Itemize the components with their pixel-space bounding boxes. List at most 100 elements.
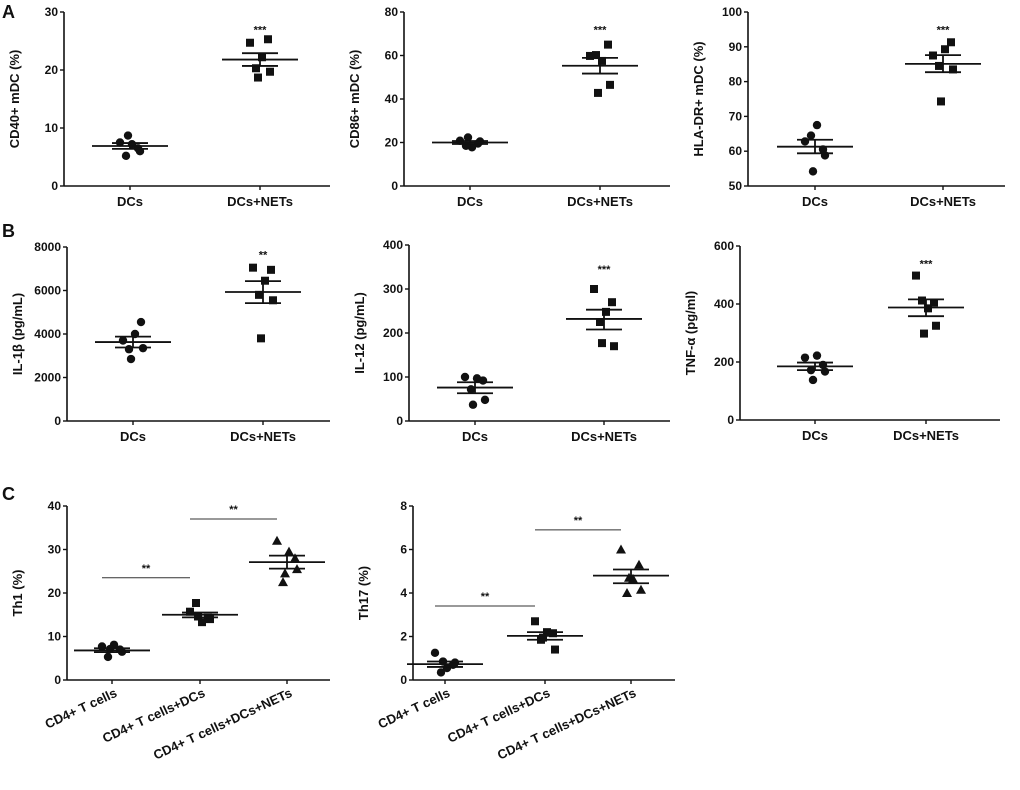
y-tick-label: 80 bbox=[385, 5, 399, 19]
data-point-square bbox=[192, 599, 200, 608]
y-tick-label: 0 bbox=[391, 179, 398, 193]
y-tick-label: 10 bbox=[45, 121, 59, 135]
data-point-square bbox=[549, 629, 557, 638]
y-tick-label: 100 bbox=[722, 5, 742, 19]
x-tick-label: CD4+ T cells bbox=[43, 685, 120, 731]
y-tick-label: 0 bbox=[727, 413, 734, 427]
data-point-triangle bbox=[616, 544, 626, 554]
y-tick-label: 0 bbox=[54, 673, 61, 687]
data-point-triangle bbox=[634, 559, 644, 569]
data-point-circle bbox=[430, 648, 440, 658]
x-tick-label: DCs+NETs bbox=[571, 429, 637, 444]
significance-label: *** bbox=[254, 24, 268, 36]
data-point-circle bbox=[124, 345, 134, 354]
data-point-square bbox=[594, 88, 602, 97]
panel-label-b: B bbox=[2, 221, 15, 241]
data-point-circle bbox=[800, 353, 810, 362]
x-tick-label: CD4+ T cells+DCs+NETs bbox=[495, 685, 638, 762]
significance-label: ** bbox=[259, 250, 268, 262]
significance-label: *** bbox=[937, 24, 951, 36]
y-tick-label: 30 bbox=[45, 5, 59, 19]
y-tick-label: 0 bbox=[396, 414, 403, 428]
data-point-circle bbox=[127, 140, 137, 149]
x-tick-label: DCs+NETs bbox=[230, 429, 296, 444]
significance-label: *** bbox=[598, 264, 612, 276]
data-point-square bbox=[198, 618, 206, 627]
data-point-circle bbox=[103, 652, 113, 662]
y-tick-label: 0 bbox=[51, 179, 58, 193]
data-point-square bbox=[610, 342, 618, 351]
data-point-circle bbox=[808, 167, 818, 176]
y-axis-label: HLA-DR+ mDC (%) bbox=[691, 41, 706, 156]
data-point-square bbox=[920, 329, 928, 338]
data-point-square bbox=[254, 73, 262, 82]
y-tick-label: 90 bbox=[729, 40, 743, 54]
x-tick-label: DCs bbox=[462, 429, 488, 444]
data-point-circle bbox=[126, 354, 136, 364]
y-tick-label: 200 bbox=[714, 355, 734, 369]
chart-4: 0 2000 4000 6000 8000 IL-1β (pg/mL) DCs DCs+NET… bbox=[10, 240, 330, 444]
y-tick-label: 400 bbox=[383, 238, 403, 252]
significance-label: *** bbox=[594, 24, 608, 36]
chart-7: 0 10 20 30 40 Th1 (%) CD4+ T cells CD4+ T cells… bbox=[10, 499, 330, 763]
chart-1: 0 10 20 30 CD40+ mDC (%) DCs DCs+NETs *** bbox=[7, 5, 330, 209]
y-tick-label: 80 bbox=[729, 75, 743, 89]
data-point-square bbox=[598, 56, 606, 65]
y-axis-label: IL-12 (pg/mL) bbox=[352, 292, 367, 374]
data-point-square bbox=[539, 633, 547, 642]
data-point-square bbox=[258, 53, 266, 62]
data-point-square bbox=[266, 67, 274, 76]
data-point-square bbox=[269, 296, 277, 305]
data-point-square bbox=[912, 271, 920, 280]
y-axis-label: CD40+ mDC (%) bbox=[7, 50, 22, 149]
x-tick-label: DCs bbox=[120, 429, 146, 444]
data-point-circle bbox=[97, 642, 107, 651]
data-point-circle bbox=[123, 131, 133, 140]
data-point-square bbox=[252, 64, 260, 73]
data-point-square bbox=[935, 61, 943, 70]
data-point-circle bbox=[450, 658, 460, 667]
data-point-square bbox=[602, 307, 610, 316]
data-point-triangle bbox=[272, 535, 282, 545]
data-point-circle bbox=[806, 131, 816, 140]
chart-2: 0 20 40 60 80 CD86+ mDC (%) DCs DCs+NETs *** bbox=[347, 5, 670, 209]
y-tick-label: 0 bbox=[400, 673, 407, 687]
y-tick-label: 0 bbox=[54, 414, 61, 428]
y-tick-label: 6000 bbox=[34, 284, 61, 298]
y-tick-label: 2000 bbox=[34, 371, 61, 385]
y-axis-label: Th17 (%) bbox=[356, 566, 371, 620]
data-point-triangle bbox=[622, 588, 632, 597]
y-tick-label: 60 bbox=[385, 49, 399, 63]
data-point-circle bbox=[121, 151, 131, 161]
data-point-triangle bbox=[636, 584, 646, 594]
data-point-circle bbox=[436, 668, 446, 677]
data-point-circle bbox=[812, 351, 822, 360]
data-point-square bbox=[604, 40, 612, 49]
y-tick-label: 400 bbox=[714, 297, 734, 311]
y-tick-label: 8000 bbox=[34, 240, 61, 254]
y-tick-label: 20 bbox=[385, 136, 399, 150]
y-tick-label: 600 bbox=[714, 239, 734, 253]
data-point-circle bbox=[118, 336, 128, 345]
data-point-triangle bbox=[280, 568, 290, 578]
x-tick-label: DCs+NETs bbox=[567, 194, 633, 209]
chart-5: 0 100 200 300 400 IL-12 (pg/mL) DCs DCs+NETs *** bbox=[352, 238, 670, 444]
panel-label-c: C bbox=[2, 484, 15, 504]
y-tick-label: 40 bbox=[385, 92, 399, 106]
data-point-square bbox=[264, 35, 272, 44]
x-tick-label: DCs bbox=[802, 194, 828, 209]
data-point-square bbox=[246, 38, 254, 47]
y-axis-label: Th1 (%) bbox=[10, 570, 25, 617]
data-point-square bbox=[930, 298, 938, 307]
significance-label: ** bbox=[481, 591, 490, 603]
y-tick-label: 60 bbox=[729, 144, 743, 158]
y-tick-label: 10 bbox=[48, 630, 62, 644]
data-point-circle bbox=[820, 367, 830, 376]
y-tick-label: 70 bbox=[729, 109, 743, 123]
data-point-square bbox=[932, 321, 940, 330]
chart-3: 50 60 70 80 90 100 HLA-DR+ mDC (%) DCs DCs+NETs *… bbox=[691, 5, 1005, 209]
x-tick-label: DCs bbox=[802, 428, 828, 443]
data-point-circle bbox=[808, 375, 818, 385]
data-point-square bbox=[608, 298, 616, 307]
